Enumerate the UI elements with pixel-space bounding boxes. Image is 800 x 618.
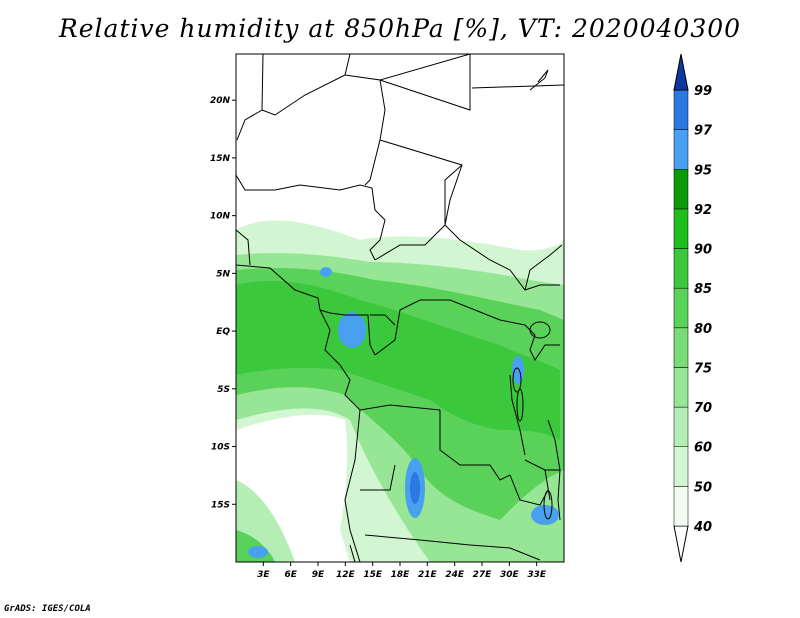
colorbar-segment — [673, 208, 689, 249]
colorbar-level-label: 80 — [694, 322, 712, 337]
lat-tick-label: 15S — [211, 500, 230, 510]
colorbar-level-label: 70 — [694, 401, 712, 416]
lat-tick-label: EQ — [216, 327, 230, 337]
lon-tick-label: 33E — [527, 570, 547, 580]
lat-tick-label: 5N — [216, 269, 230, 279]
humidity-field — [236, 54, 564, 562]
colorbar-level-label: 90 — [694, 243, 712, 258]
grads-credit: GrADS: IGES/COLA — [4, 604, 91, 614]
lon-tick-label: 30E — [500, 570, 520, 580]
colorbar-level-label: 95 — [694, 163, 712, 178]
lon-tick-label: 27E — [473, 570, 493, 580]
colorbar-segment — [673, 248, 689, 289]
rh-95-patch-cameroon — [320, 267, 332, 277]
lon-tick-label: 12E — [336, 570, 356, 580]
colorbar-level-label: 92 — [694, 203, 712, 218]
lake-outlines — [512, 69, 553, 520]
rh-97-patch-lake — [410, 472, 420, 504]
colorbar-level-label: 75 — [694, 361, 712, 376]
chart-title: Relative humidity at 850hPa [%], VT: 202… — [58, 14, 742, 43]
lon-tick-label: 21E — [418, 570, 438, 580]
colorbar-segment — [673, 89, 689, 130]
colorbar-segment — [673, 327, 689, 368]
colorbar-under-triangle — [673, 525, 689, 563]
colorbar-segment — [673, 367, 689, 408]
longitude-axis: 3E 6E 9E 12E 15E 18E 21E 24E 27E 30E 33E — [257, 562, 547, 580]
lon-tick-label: 15E — [363, 570, 383, 580]
colorbar-segment — [673, 486, 689, 527]
lat-tick-label: 20N — [210, 96, 231, 106]
lon-tick-label: 9E — [312, 570, 325, 580]
lat-tick-label: 10N — [210, 212, 231, 222]
country-borders — [236, 54, 564, 562]
colorbar-level-label: 50 — [694, 480, 712, 495]
colorbar-level-label: 97 — [694, 124, 713, 139]
colorbar-segment — [673, 287, 689, 329]
colorbar-segment — [673, 169, 689, 210]
colorbar-level-label: 60 — [694, 441, 712, 456]
lon-tick-label: 18E — [391, 570, 411, 580]
lat-tick-label: 10S — [211, 443, 230, 453]
colorbar-level-label: 40 — [693, 520, 712, 535]
lon-tick-label: 24E — [445, 570, 465, 580]
colorbar: 40 50 60 70 75 80 85 90 92 95 97 99 — [673, 53, 713, 563]
colorbar-segment — [673, 129, 689, 170]
lat-tick-label: 5S — [217, 385, 230, 395]
colorbar-segment — [673, 406, 689, 447]
lon-tick-label: 6E — [284, 570, 297, 580]
rh-95-patch-gabon — [338, 312, 366, 348]
colorbar-level-label: 99 — [694, 84, 712, 99]
lon-tick-label: 3E — [257, 570, 270, 580]
colorbar-over-triangle — [673, 53, 689, 91]
latitude-axis: 20N 15N 10N 5N EQ 5S 10S 15S — [210, 96, 236, 510]
lat-tick-label: 15N — [210, 154, 231, 164]
colorbar-segment — [673, 446, 689, 487]
rh-85-region — [236, 280, 560, 440]
rh-95-patch-corner — [248, 546, 268, 558]
rh-95-patch-east — [512, 356, 524, 384]
colorbar-level-label: 85 — [694, 282, 712, 297]
